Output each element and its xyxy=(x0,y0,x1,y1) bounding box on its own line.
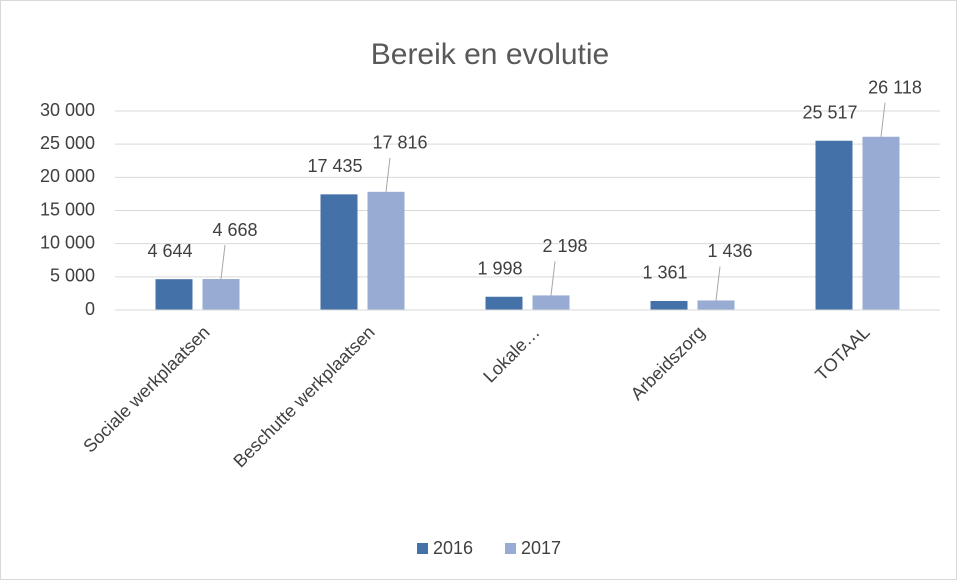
bar xyxy=(202,279,240,310)
leader-line xyxy=(715,266,721,301)
bar xyxy=(367,191,405,310)
bar xyxy=(815,140,853,310)
leader-line xyxy=(880,102,886,137)
chart-title: Bereik en evolutie xyxy=(371,38,609,71)
data-label: 4 644 xyxy=(147,241,192,261)
bar xyxy=(155,279,193,310)
data-label: 26 118 xyxy=(868,78,922,98)
leader-line xyxy=(220,244,226,280)
data-label: 1 436 xyxy=(707,241,752,261)
legend-label: 2016 xyxy=(433,538,473,558)
y-tick-label: 5 000 xyxy=(50,266,95,286)
data-label: 2 198 xyxy=(542,236,587,256)
y-tick-label: 20 000 xyxy=(40,166,95,186)
bar xyxy=(697,300,735,310)
data-label: 17 435 xyxy=(307,156,362,176)
leader-line xyxy=(385,157,391,192)
data-label: 17 816 xyxy=(372,133,427,153)
legend-label: 2017 xyxy=(521,538,561,558)
bar xyxy=(485,296,523,310)
bar xyxy=(862,136,900,310)
bar xyxy=(532,295,570,310)
data-label: 1 998 xyxy=(477,258,522,278)
bar xyxy=(650,300,688,310)
y-tick-label: 10 000 xyxy=(40,232,95,252)
data-label: 25 517 xyxy=(802,102,857,122)
bar xyxy=(320,194,358,310)
legend-swatch xyxy=(417,543,428,554)
y-tick-label: 0 xyxy=(85,299,95,319)
legend-swatch xyxy=(505,543,516,554)
data-label: 4 668 xyxy=(212,220,257,240)
leader-line xyxy=(550,261,556,296)
data-label: 1 361 xyxy=(642,263,687,283)
y-tick-label: 15 000 xyxy=(40,199,95,219)
y-tick-label: 30 000 xyxy=(40,100,95,120)
y-tick-label: 25 000 xyxy=(40,133,95,153)
